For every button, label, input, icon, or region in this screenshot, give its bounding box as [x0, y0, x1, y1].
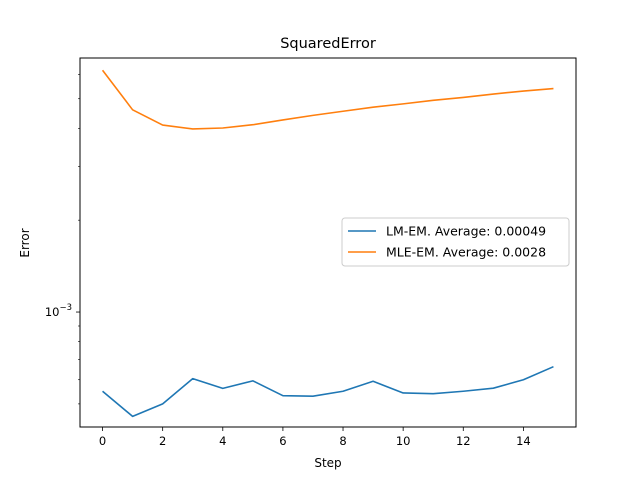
- x-tick-label: 4: [219, 434, 226, 448]
- legend: LM-EM. Average: 0.00049 MLE-EM. Average: …: [341, 217, 570, 267]
- x-tick-label: 14: [516, 434, 531, 448]
- chart-title: SquaredError: [280, 36, 376, 52]
- y-tick-label: 10−3: [45, 303, 72, 319]
- y-axis-ticks: 10−3: [45, 74, 80, 405]
- x-axis-ticks: 0 2 4 6 8 10 12 14: [99, 427, 531, 448]
- series-line-0: [102, 365, 554, 418]
- x-tick-label: 8: [339, 434, 346, 448]
- axes-frame: [79, 57, 577, 428]
- x-tick-label: 0: [99, 434, 106, 448]
- x-axis-label: Step: [314, 456, 341, 470]
- x-tick-label: 10: [396, 434, 411, 448]
- plot-lines: [101, 69, 554, 418]
- x-tick-label: 12: [456, 434, 471, 448]
- legend-box: [341, 217, 570, 267]
- series-line-1: [101, 69, 554, 130]
- legend-label-1: MLE-EM. Average: 0.0028: [386, 245, 546, 260]
- legend-label-0: LM-EM. Average: 0.00049: [386, 224, 546, 239]
- x-tick-label: 2: [159, 434, 166, 448]
- x-tick-label: 6: [279, 434, 286, 448]
- y-axis-label: Error: [18, 228, 32, 257]
